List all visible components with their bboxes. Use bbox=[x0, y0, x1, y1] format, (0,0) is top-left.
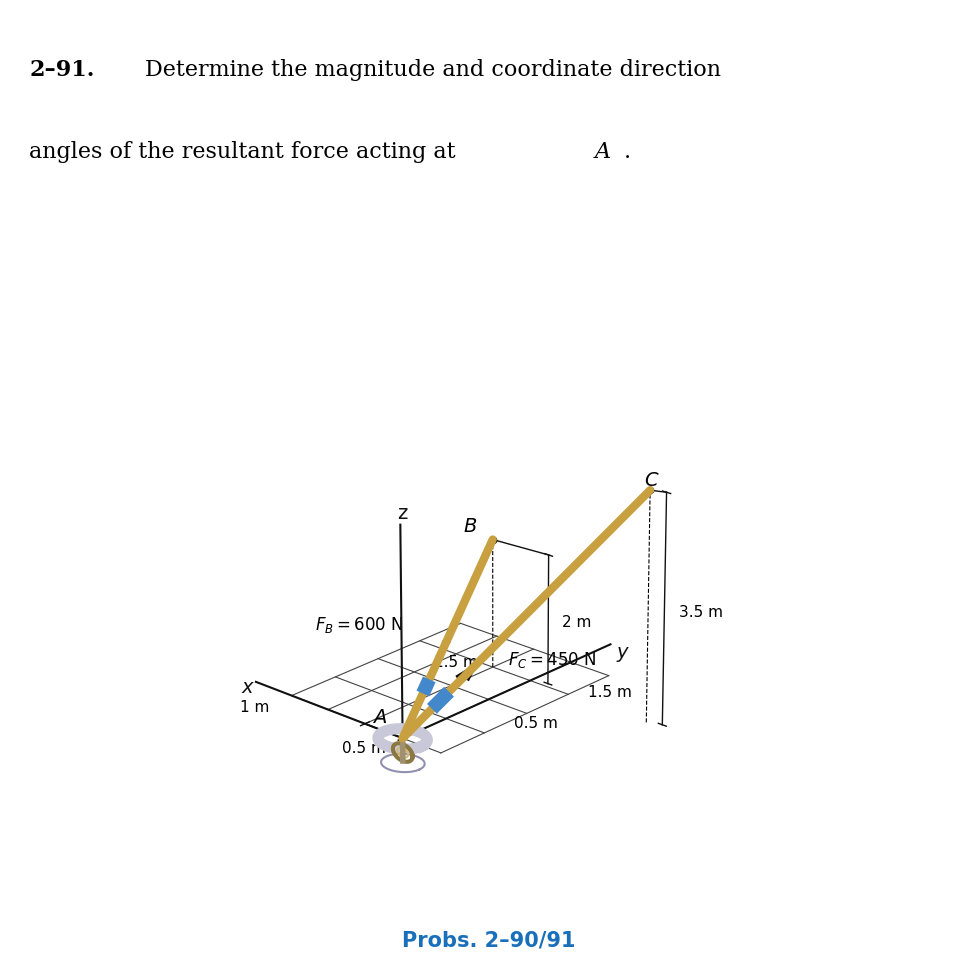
Text: .: . bbox=[623, 141, 630, 162]
Text: Probs. 2–90/91: Probs. 2–90/91 bbox=[402, 929, 575, 950]
Text: 2–91.: 2–91. bbox=[29, 59, 95, 80]
Text: angles of the resultant force acting at: angles of the resultant force acting at bbox=[29, 141, 463, 162]
Text: A: A bbox=[594, 141, 610, 162]
Text: Determine the magnitude and coordinate direction: Determine the magnitude and coordinate d… bbox=[145, 59, 720, 80]
